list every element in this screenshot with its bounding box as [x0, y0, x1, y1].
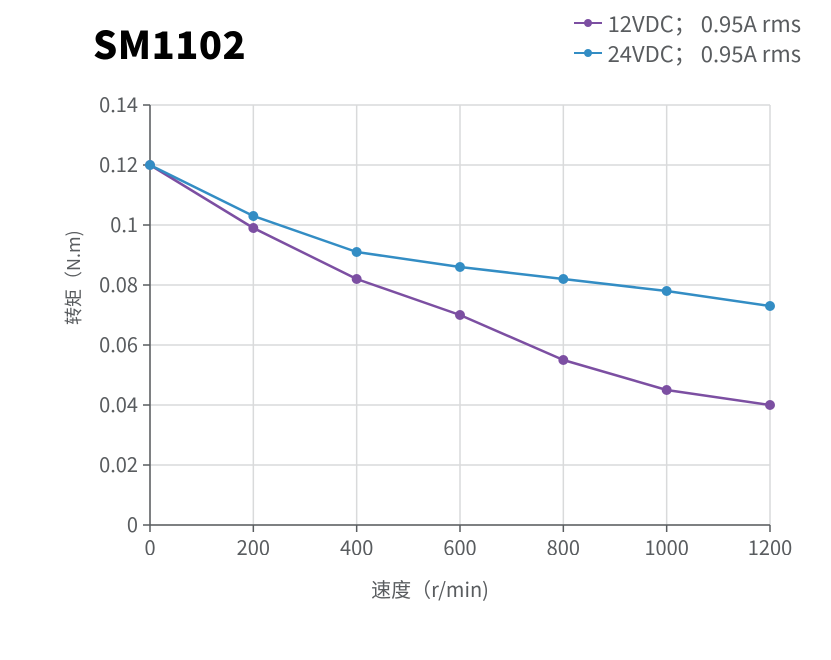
- svg-text:0.04: 0.04: [99, 389, 138, 418]
- chart-svg: 0 200 400 600 800 1000 1200 0 0.02 0.04 0.06 0.08 0.…: [60, 85, 800, 555]
- legend-item: 12VDC； 0.95A rms: [574, 8, 801, 38]
- legend-label: 24VDC； 0.95A rms: [608, 38, 801, 68]
- svg-text:0.02: 0.02: [99, 449, 138, 478]
- page: SM1102 12VDC； 0.95A rms24VDC； 0.95A rms …: [0, 0, 831, 660]
- y-axis-label: 转矩（N.m): [60, 230, 86, 325]
- legend: 12VDC； 0.95A rms24VDC； 0.95A rms: [574, 8, 801, 68]
- svg-text:0: 0: [127, 509, 138, 538]
- legend-label: 12VDC； 0.95A rms: [608, 8, 801, 38]
- svg-text:0.06: 0.06: [99, 329, 138, 358]
- svg-text:1200: 1200: [748, 532, 792, 555]
- legend-item: 24VDC； 0.95A rms: [574, 38, 801, 68]
- svg-text:0: 0: [144, 532, 155, 555]
- chart-title: SM1102: [93, 15, 246, 70]
- legend-swatch: [574, 47, 602, 59]
- svg-text:0.12: 0.12: [99, 149, 138, 178]
- svg-text:400: 400: [340, 532, 373, 555]
- svg-text:0.14: 0.14: [99, 89, 138, 118]
- svg-text:600: 600: [443, 532, 476, 555]
- svg-text:0.08: 0.08: [99, 269, 138, 298]
- svg-text:200: 200: [237, 532, 270, 555]
- svg-text:800: 800: [547, 532, 580, 555]
- x-axis-label: 速度（r/min): [60, 574, 800, 603]
- svg-text:1000: 1000: [644, 532, 688, 555]
- legend-swatch: [574, 17, 602, 29]
- svg-text:0.1: 0.1: [110, 209, 138, 238]
- chart: 0 200 400 600 800 1000 1200 0 0.02 0.04 0.06 0.08 0.…: [60, 85, 800, 605]
